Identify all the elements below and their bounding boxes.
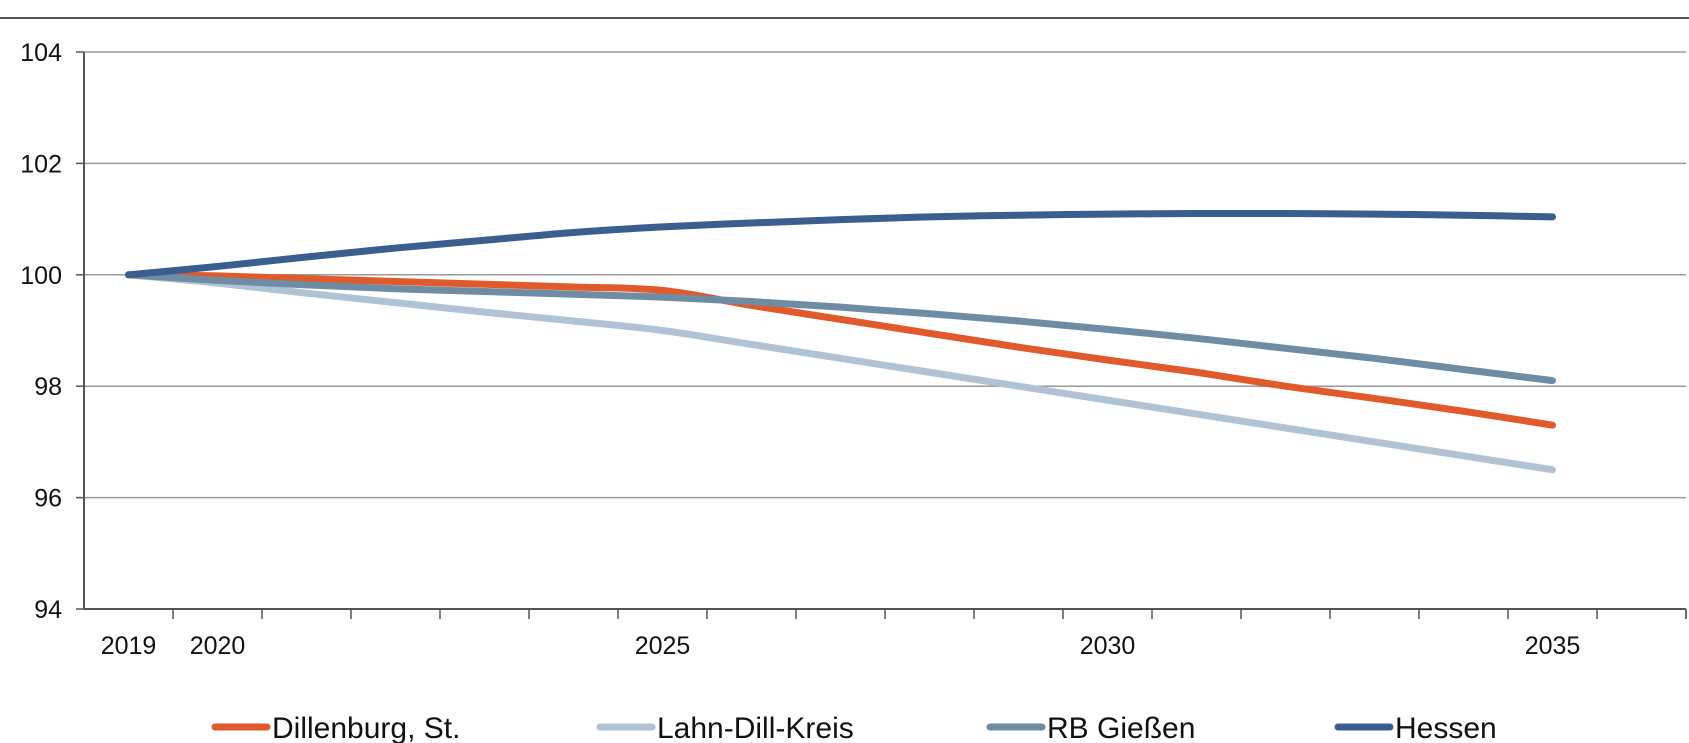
- x-tick-label: 2035: [1525, 632, 1581, 660]
- series-line-lahn-dill-kreis: [125, 271, 1556, 474]
- legend-label-hessen: Hessen: [1395, 712, 1497, 743]
- series-lines: [125, 209, 1556, 474]
- x-tick-label: 2020: [190, 632, 246, 660]
- y-tick-label: 94: [34, 596, 62, 624]
- series-line-hessen: [125, 209, 1556, 279]
- x-tick-label: 2025: [635, 632, 691, 660]
- axes: 94 96 98 100 102 104 2019 2020 2025 2030 2035: [20, 39, 1687, 660]
- legend-label-rb-gie-en: RB Gießen: [1047, 712, 1195, 743]
- y-tick-label: 100: [20, 262, 62, 290]
- legend: Dillenburg, St. Lahn-Dill-Kreis RB Gießen H…: [211, 712, 1497, 743]
- series-line-rb-gie-en: [125, 271, 1556, 385]
- y-tick-label: 96: [34, 485, 62, 513]
- y-tick-label: 98: [34, 373, 62, 401]
- x-tick-label: 2019: [101, 632, 157, 660]
- grid-lines: [84, 51, 1686, 499]
- legend-label-lahn-dill-kreis: Lahn-Dill-Kreis: [657, 712, 854, 743]
- x-tick-label: 2030: [1080, 632, 1136, 660]
- series-line-dillenburg-st: [125, 271, 1556, 429]
- legend-label-dillenburg-st: Dillenburg, St.: [272, 712, 460, 743]
- y-tick-label: 102: [20, 150, 62, 178]
- y-tick-label: 104: [20, 39, 62, 67]
